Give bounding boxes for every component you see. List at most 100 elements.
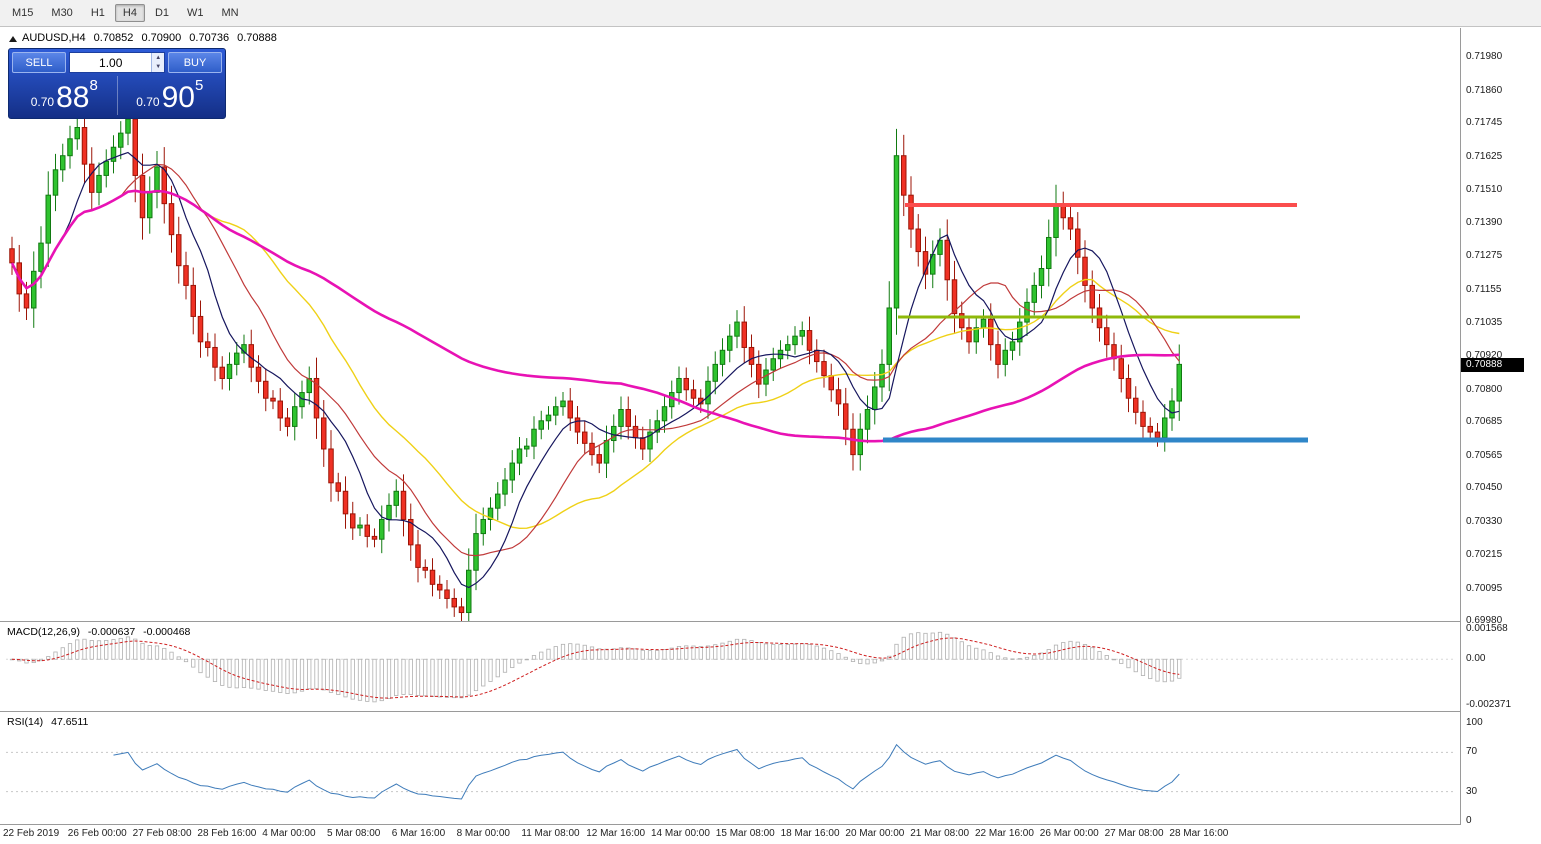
timeframe-button-M15[interactable]: M15 [12,7,34,19]
time-axis-label: 27 Feb 08:00 [132,828,192,839]
buy-price-big: 90 [161,81,195,114]
rsi-indicator-canvas[interactable] [0,713,1461,824]
macd-tick: 0.00 [1466,653,1486,665]
macd-histogram [9,631,1182,703]
price-tick: 0.71035 [1466,317,1503,329]
volume-spinner: ▲ ▼ [151,53,164,72]
buy-price-prefix: 0.70 [136,95,160,109]
timeframe-button-D1[interactable]: D1 [154,7,169,19]
macd-tick: -0.002371 [1466,699,1512,710]
panel-separator[interactable] [0,621,1541,622]
main-chart-canvas[interactable] [0,28,1461,622]
symbol-ohlc-header: AUDUSD,H4 0.70852 0.70900 0.70736 0.7088… [22,32,282,44]
panel-separator[interactable] [0,711,1541,712]
timeframe-button-MN[interactable]: MN [221,7,239,19]
buy-price[interactable]: 0.70 90 5 [116,76,223,115]
price-tick: 0.70920 [1466,349,1503,361]
macd-tick: 0.001568 [1466,623,1508,634]
volume-down-icon[interactable]: ▼ [152,62,164,72]
price-tick: 0.71390 [1466,217,1503,229]
time-axis-label: 15 Mar 08:00 [715,828,775,839]
header-symbol: AUDUSD,H4 [22,32,86,44]
macd-value1: -0.000637 [87,626,136,638]
time-axis-label: 11 Mar 08:00 [521,828,580,839]
rsi-tick: 30 [1466,785,1478,797]
header-close: 0.70888 [237,32,277,44]
time-axis-label: 22 Feb 2019 [3,828,60,839]
timeframe-button-H1[interactable]: H1 [90,7,105,19]
price-tick: 0.70450 [1466,482,1503,494]
price-tick: 0.71625 [1466,151,1503,163]
sell-price-sup: 8 [89,77,98,94]
time-axis-label: 4 Mar 00:00 [262,828,316,839]
macd-signal-line [11,637,1180,699]
time-axis-label: 22 Mar 16:00 [975,828,1034,839]
price-tick: 0.70095 [1466,582,1503,594]
sell-button[interactable]: SELL [12,52,66,73]
time-axis-label: 6 Mar 16:00 [391,828,446,839]
time-axis-label: 14 Mar 00:00 [651,828,710,839]
price-tick: 0.71155 [1466,283,1502,295]
macd-name: MACD(12,26,9) [7,626,80,638]
time-axis-label: 28 Mar 16:00 [1169,828,1229,839]
collapse-trade-panel-icon[interactable] [9,36,17,42]
volume-input[interactable] [70,53,152,72]
timeframe-button-H4[interactable]: H4 [114,4,145,22]
time-axis-label: 5 Mar 08:00 [327,828,381,839]
price-tick: 0.70800 [1466,383,1503,395]
price-tick: 0.70330 [1466,516,1503,528]
time-axis-label: 28 Feb 16:00 [197,828,257,839]
timeframe-button-W1[interactable]: W1 [187,7,204,19]
price-tick: 0.69980 [1466,615,1503,626]
rsi-tick: 70 [1466,746,1478,758]
time-axis-label: 26 Feb 00:00 [67,828,127,839]
sell-price-big: 88 [56,81,90,114]
price-tick: 0.71745 [1466,117,1503,129]
buy-price-sup: 5 [194,77,204,94]
time-axis-label: 21 Mar 08:00 [910,828,970,839]
time-axis-label: 18 Mar 16:00 [780,828,840,839]
time-axis-label: 27 Mar 08:00 [1104,828,1164,839]
price-tick: 0.70565 [1466,450,1503,462]
price-tick: 0.71980 [1466,51,1503,62]
one-click-trading-panel: SELL ▲ ▼ BUY 0.70 88 8 0.70 90 5 [8,48,226,119]
ma-navy-line [11,151,1180,589]
rsi-name: RSI(14) [7,716,44,728]
rsi-tick: 0 [1466,815,1472,826]
buy-button[interactable]: BUY [168,52,222,73]
candles-layer [9,92,1182,622]
macd-label: MACD(12,26,9) -0.000637 -0.000468 [7,626,195,638]
timeframe-button-M30[interactable]: M30 [51,7,73,19]
time-axis-label: 12 Mar 16:00 [586,828,646,839]
time-axis-label: 8 Mar 00:00 [456,828,510,839]
macd-value2: -0.000468 [143,626,191,638]
price-tick: 0.71860 [1466,84,1503,96]
time-axis-label: 26 Mar 00:00 [1039,828,1099,839]
timeframe-toolbar: M15 M30 H1 H4 D1 W1 MN [0,0,1541,27]
header-open: 0.70852 [93,32,134,44]
ma-red-line [11,163,1180,557]
sell-price-prefix: 0.70 [30,95,55,109]
rsi-line [113,743,1180,800]
rsi-tick: 100 [1466,717,1483,728]
volume-up-icon[interactable]: ▲ [152,53,164,63]
price-tick: 0.71510 [1466,183,1503,195]
sell-price[interactable]: 0.70 88 8 [12,76,117,115]
time-axis-label: 20 Mar 00:00 [845,828,905,839]
price-axis[interactable]: 0.71980 0.71860 0.71745 0.71625 0.71510 0.713… [1461,28,1541,844]
volume-box: ▲ ▼ [69,52,165,73]
current-price-tag: 0.70888 [1461,357,1524,372]
rsi-label: RSI(14) 47.6511 [7,716,93,728]
price-tick: 0.71275 [1466,249,1503,261]
time-axis[interactable]: 22 Feb 2019 26 Feb 00:00 27 Feb 08:00 28 Fe… [0,825,1541,844]
macd-indicator-canvas[interactable] [0,623,1461,711]
header-high: 0.70900 [141,32,182,44]
price-axis-separator [1460,28,1461,844]
panel-separator[interactable] [0,824,1541,825]
ma-magenta-line [10,189,1180,443]
header-low: 0.70736 [189,32,230,44]
price-tick: 0.70215 [1466,548,1503,560]
price-tick: 0.70685 [1466,416,1503,428]
rsi-value: 47.6511 [51,716,89,728]
